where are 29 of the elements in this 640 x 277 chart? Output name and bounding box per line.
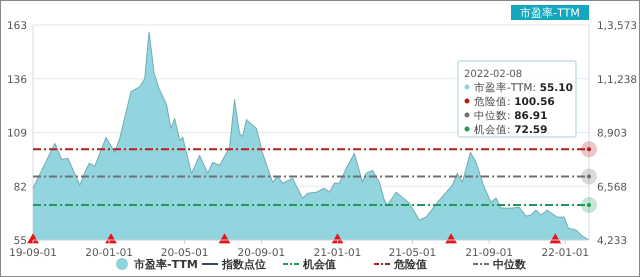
chart-title: 市盈率-TTM (520, 6, 580, 20)
x-tick-label: 20-09-01 (238, 247, 286, 259)
y-tick-label: 163 (6, 20, 27, 32)
y2-tick-label: 8,903 (597, 128, 628, 140)
x-tick-label: 20-05-01 (160, 247, 208, 259)
annotation: 机会值: 72.59 (474, 124, 548, 136)
legend-label: 指数点位 (221, 258, 266, 271)
legend-label: 中位数 (493, 258, 527, 271)
y-tick-label: 55 (14, 235, 27, 247)
y2-tick-label: 1,1,238 (597, 74, 638, 86)
y-tick-label: 136 (6, 74, 28, 86)
legend-label: 机会值 (302, 258, 336, 271)
y-tick-label: 82 (14, 181, 27, 194)
legend-label: 危险值 (393, 258, 427, 271)
annotation: 市盈率-TTM: 55.10 (474, 81, 573, 94)
y-tick-label: 109 (6, 128, 27, 140)
y2-tick-label: 1,3,573 (597, 20, 638, 32)
x-tick-label: 21-09-01 (465, 247, 513, 259)
y2-tick-label: 4,233 (597, 235, 628, 247)
annotation: 危险值: 100.56 (474, 96, 555, 108)
x-tick-label: 22-01-01 (541, 247, 590, 259)
annotation: 中位数: 86.91 (474, 109, 548, 122)
x-tick-label: 19-09-01 (9, 247, 57, 259)
x-tick-label: 21-05-01 (388, 247, 436, 259)
annotation: 2022-02-08 (464, 69, 522, 80)
legend-label: 市盈率-TTM (133, 258, 198, 271)
y2-tick-label: 6,568 (597, 181, 628, 194)
x-tick-label: 21-01-01 (314, 247, 362, 259)
x-tick-label: 20-01-01 (85, 247, 133, 259)
